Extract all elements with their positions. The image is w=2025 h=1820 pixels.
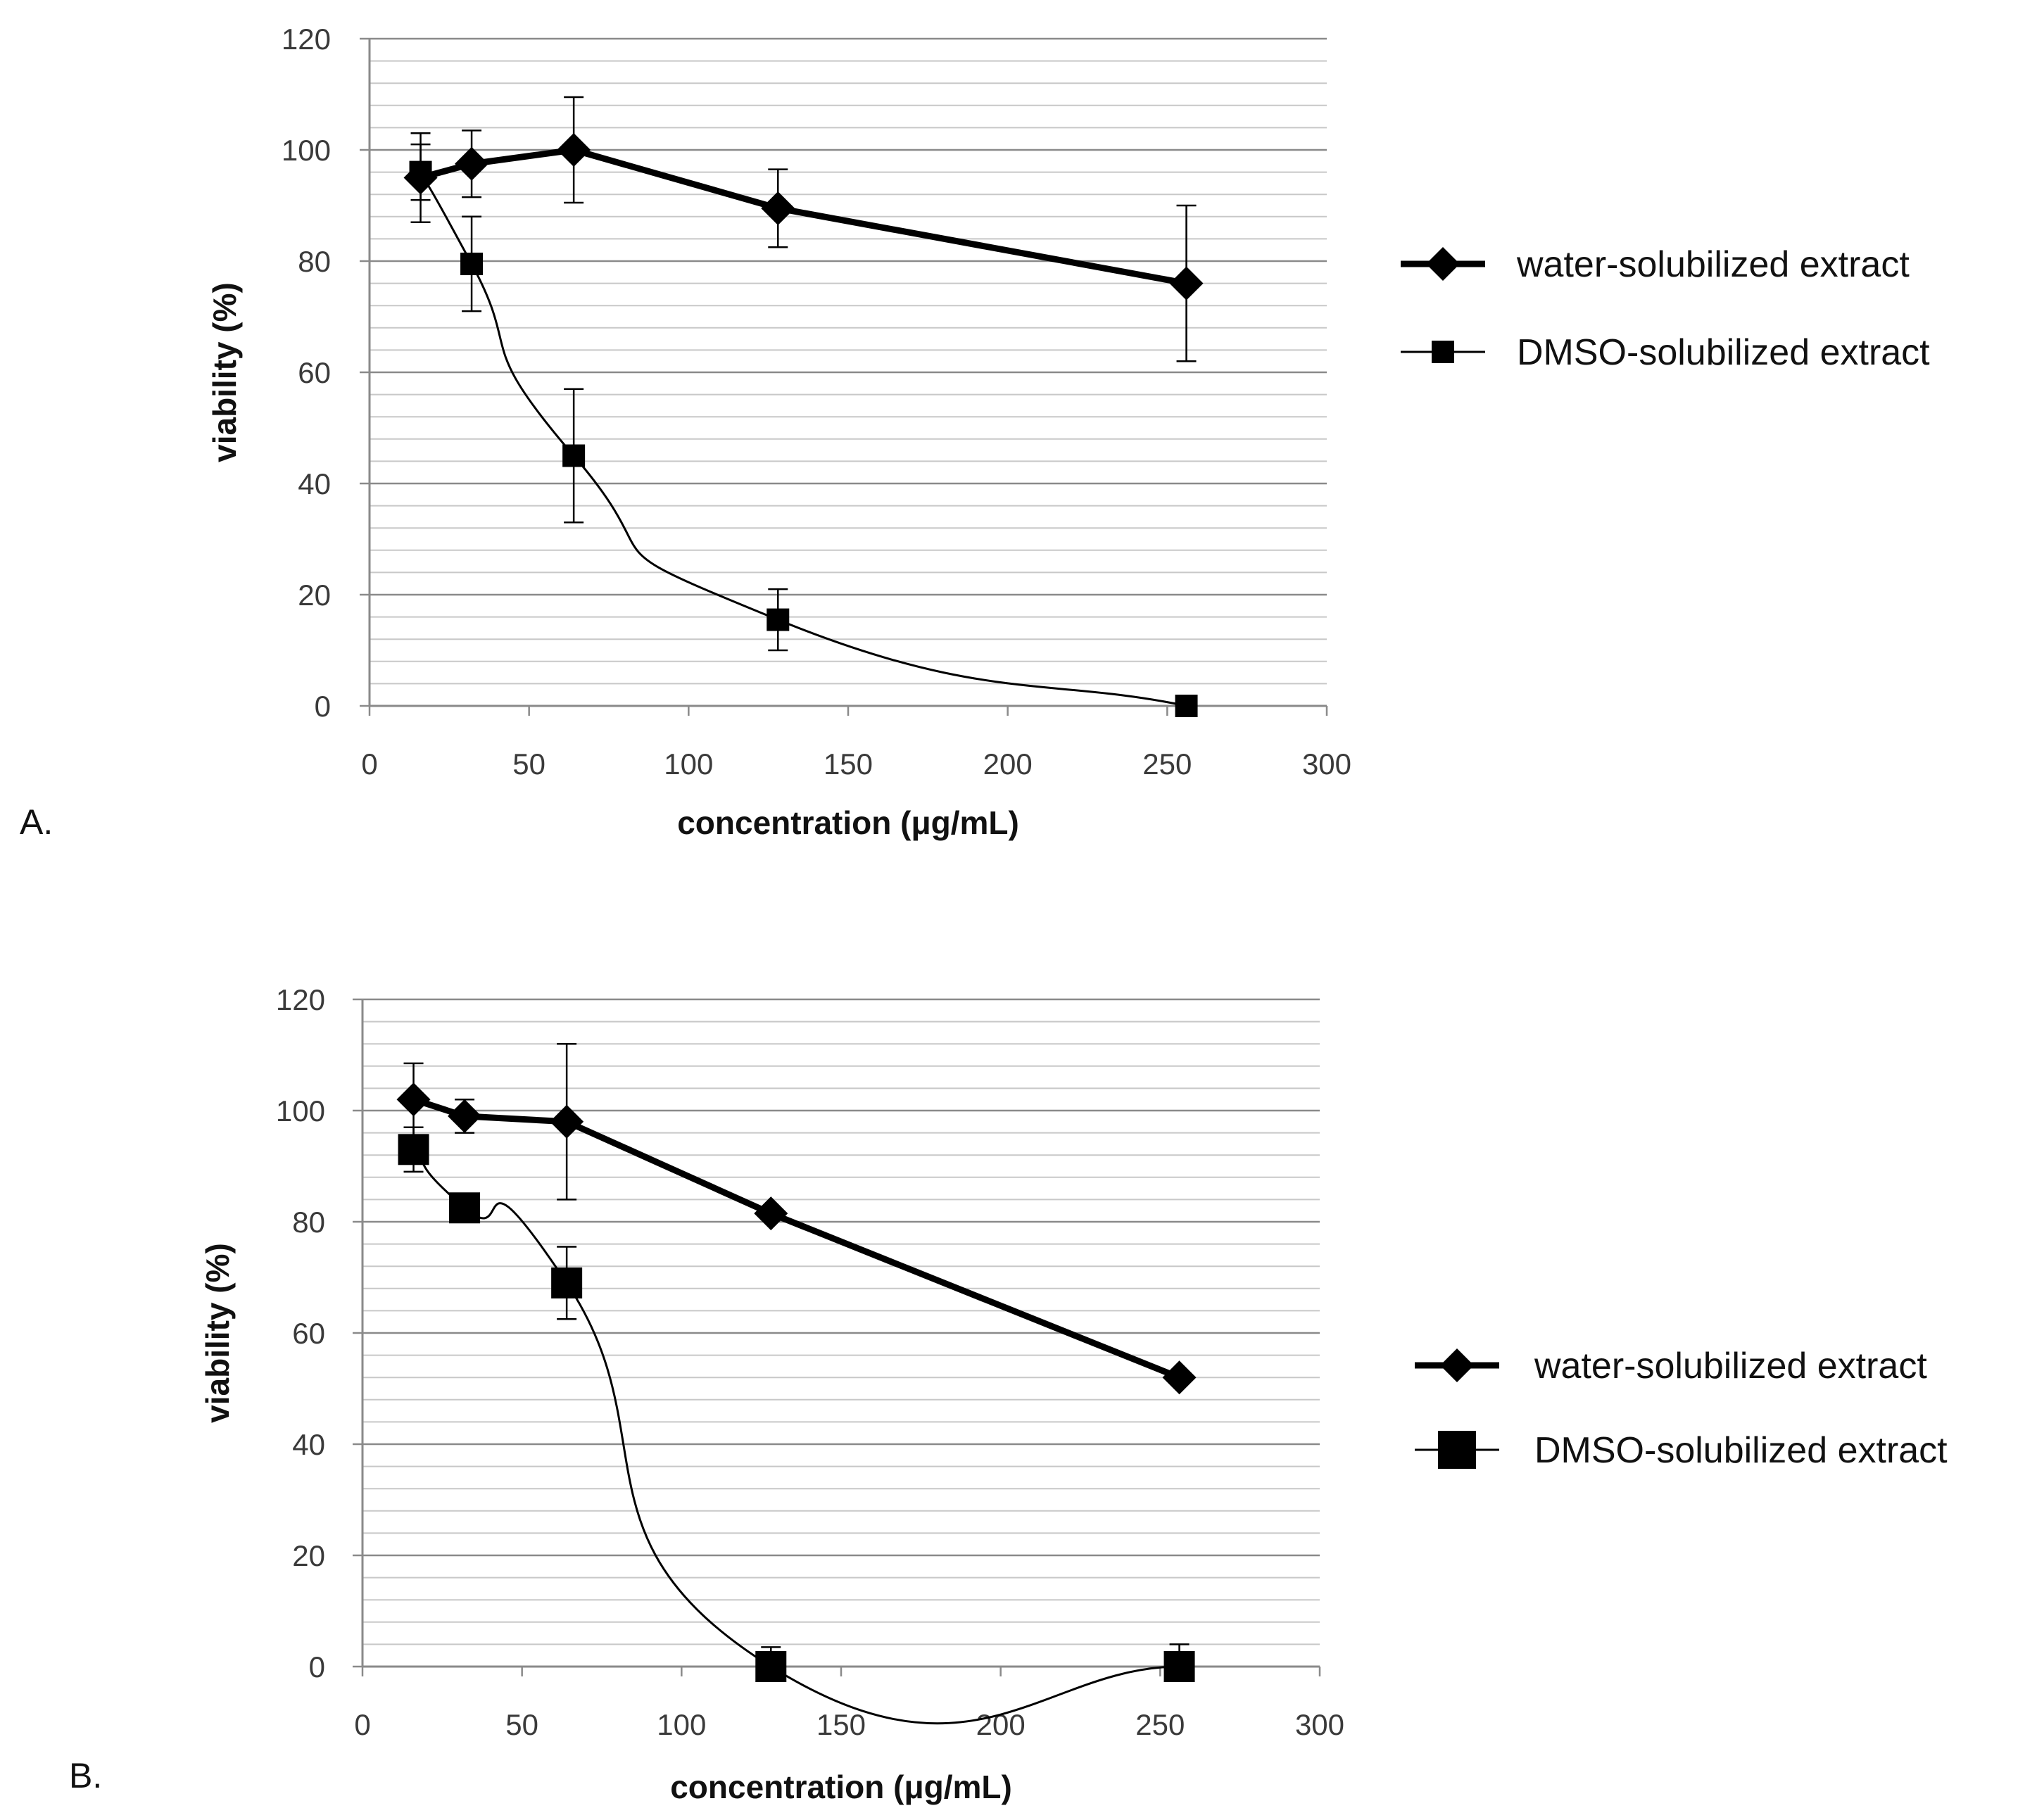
- data-point-square: [551, 1267, 583, 1298]
- data-point-square: [409, 160, 432, 184]
- panel-label: B.: [69, 1756, 102, 1795]
- x-tick-label: 300: [1295, 1708, 1344, 1741]
- data-point-diamond: [455, 146, 489, 181]
- legend-entry: water-solubilized extract: [1401, 244, 1910, 285]
- data-point-diamond: [396, 1082, 431, 1117]
- x-tick-label: 50: [505, 1708, 538, 1741]
- data-point-diamond: [754, 1196, 788, 1231]
- y-tick-label: 60: [292, 1317, 325, 1350]
- legend-marker-square: [1432, 341, 1454, 363]
- data-point-diamond: [1169, 266, 1204, 301]
- x-tick-label: 250: [1142, 747, 1192, 781]
- data-point-square: [767, 608, 790, 631]
- legend-label: DMSO-solubilized extract: [1517, 332, 1930, 373]
- y-tick-label: 80: [298, 245, 331, 278]
- x-tick-label: 100: [657, 1708, 706, 1741]
- y-tick-label: 120: [276, 983, 325, 1016]
- x-tick-label: 50: [512, 747, 545, 781]
- panel-label: A.: [20, 802, 53, 842]
- legend-entry: DMSO-solubilized extract: [1401, 332, 1930, 373]
- y-axis-title: viability (%): [199, 1243, 236, 1423]
- data-point-diamond: [550, 1104, 584, 1139]
- x-axis-title: concentration (μg/mL): [670, 1769, 1012, 1805]
- data-point-square: [398, 1134, 429, 1165]
- legend-marker-square: [1438, 1431, 1476, 1469]
- y-tick-label: 20: [292, 1539, 325, 1572]
- y-tick-label: 100: [282, 134, 331, 167]
- y-tick-label: 0: [315, 690, 331, 723]
- y-tick-label: 40: [298, 467, 331, 500]
- legend-entry: water-solubilized extract: [1415, 1346, 1927, 1386]
- x-tick-label: 0: [354, 1708, 370, 1741]
- y-tick-label: 80: [292, 1206, 325, 1239]
- data-point-square: [449, 1192, 481, 1224]
- y-tick-label: 20: [298, 579, 331, 612]
- series-water: [396, 1042, 1197, 1395]
- legend-label: water-solubilized extract: [1516, 244, 1910, 285]
- x-tick-label: 100: [664, 747, 713, 781]
- data-point-square: [460, 252, 484, 275]
- legend-entry: DMSO-solubilized extract: [1415, 1430, 1948, 1471]
- x-tick-label: 200: [983, 747, 1033, 781]
- x-tick-label: 150: [816, 1708, 866, 1741]
- data-point-diamond: [448, 1099, 482, 1133]
- legend-label: water-solubilized extract: [1534, 1346, 1927, 1386]
- data-point-square: [1163, 1651, 1195, 1682]
- data-point-square: [562, 444, 586, 467]
- y-tick-label: 0: [309, 1650, 325, 1683]
- series-dmso: [409, 143, 1198, 717]
- y-tick-label: 40: [292, 1428, 325, 1461]
- chart-panel-a: 0 20 40 60 80 100 120 0 50 100 150 200 250 300 concent…: [20, 23, 1930, 842]
- x-tick-label: 250: [1135, 1708, 1185, 1741]
- legend-marker-diamond: [1440, 1348, 1474, 1382]
- data-point-square: [755, 1651, 787, 1682]
- legend-marker-diamond: [1426, 247, 1460, 281]
- series-water: [403, 96, 1204, 362]
- data-point-square: [1175, 695, 1198, 717]
- x-tick-label: 300: [1302, 747, 1351, 781]
- y-tick-label: 60: [298, 356, 331, 389]
- y-tick-label: 100: [276, 1094, 325, 1127]
- x-tick-label: 150: [824, 747, 873, 781]
- data-point-diamond: [1162, 1360, 1197, 1395]
- y-tick-label: 120: [282, 23, 331, 56]
- data-point-diamond: [557, 133, 591, 167]
- x-tick-label: 200: [976, 1708, 1026, 1741]
- series-dmso: [398, 1126, 1195, 1725]
- data-point-diamond: [761, 191, 795, 225]
- y-axis-title: viability (%): [206, 282, 243, 462]
- legend-label: DMSO-solubilized extract: [1534, 1430, 1948, 1471]
- chart-panel-b: 0 20 40 60 80 100 120 0 50 100 150 200 250 300 concent…: [69, 983, 1948, 1805]
- x-tick-label: 0: [361, 747, 377, 781]
- x-axis-title: concentration (μg/mL): [677, 804, 1019, 841]
